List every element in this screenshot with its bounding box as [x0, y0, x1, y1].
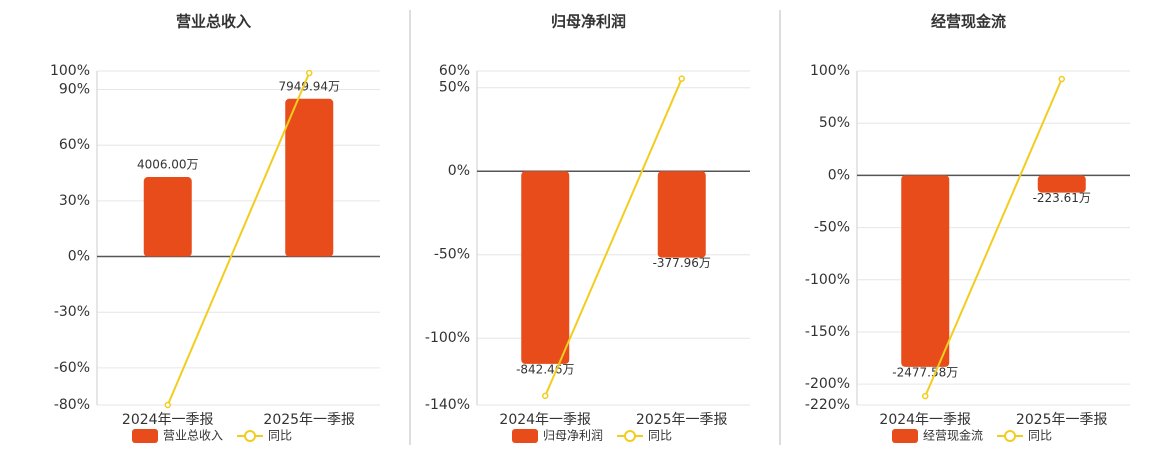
y-tick-label: -100%	[805, 272, 850, 288]
y-tick-label: 60%	[59, 137, 90, 153]
bar	[143, 177, 192, 257]
x-tick-label: 2024年一季报	[122, 412, 214, 428]
value-label: -842.46万	[516, 362, 574, 376]
legend-label: 同比	[268, 429, 292, 443]
value-label: -377.96万	[653, 256, 711, 270]
legend-symbol	[624, 430, 637, 442]
legend-symbol	[512, 429, 538, 443]
line	[544, 78, 683, 397]
y-tick-label: 50%	[819, 115, 850, 131]
bar	[657, 171, 706, 258]
legend-label: 同比	[1028, 429, 1052, 443]
y-tick-label: -140%	[425, 397, 470, 413]
y-tick-label: -30%	[54, 304, 90, 320]
y-tick-label: -220%	[805, 397, 850, 413]
legend-label: 归母净利润	[543, 429, 603, 443]
y-tick-label: 100%	[50, 63, 90, 79]
y-tick-label: -80%	[54, 397, 90, 413]
bar	[1037, 175, 1086, 193]
line-point	[1058, 75, 1065, 83]
legend-label: 经营现金流	[923, 428, 983, 443]
x-tick-label: 2025年一季报	[263, 412, 355, 428]
legend-symbol	[1004, 430, 1017, 442]
y-tick-label: 50%	[439, 80, 470, 96]
line-point	[542, 392, 549, 400]
y-tick-label: 0%	[68, 249, 90, 265]
bar	[901, 175, 950, 367]
x-tick-label: 2025年一季报	[636, 412, 728, 428]
chart-title: 经营现金流	[931, 13, 1006, 31]
legend-symbol	[892, 429, 918, 443]
legend-label: 同比	[648, 429, 672, 443]
value-label: -223.61万	[1033, 191, 1091, 205]
legend-label: 营业总收入	[163, 429, 223, 443]
value-label: 7949.94万	[278, 79, 340, 93]
legend-symbol	[244, 430, 257, 442]
line-point	[922, 392, 929, 400]
y-tick-label: -100%	[425, 330, 470, 346]
chart-title: 归母净利润	[551, 13, 626, 31]
line-point	[678, 75, 685, 82]
bar	[521, 171, 570, 364]
x-tick-label: 2025年一季报	[1016, 412, 1108, 428]
y-tick-label: -50%	[814, 220, 850, 236]
y-tick-label: 100%	[810, 63, 850, 79]
x-tick-label: 2024年一季报	[499, 412, 591, 428]
value-label: -2477.58万	[892, 365, 958, 379]
y-tick-label: 0%	[448, 163, 470, 179]
y-tick-label: 60%	[439, 63, 470, 79]
line-point	[306, 69, 313, 77]
chart-title: 营业总收入	[176, 13, 251, 31]
y-tick-label: 90%	[59, 82, 90, 98]
bar	[285, 98, 334, 257]
line-point	[164, 401, 171, 409]
y-tick-label: -150%	[805, 324, 850, 340]
y-tick-label: -200%	[805, 376, 850, 392]
legend-symbol	[132, 429, 158, 443]
y-tick-label: 0%	[828, 167, 850, 183]
y-tick-label: -60%	[54, 360, 90, 376]
y-tick-label: -50%	[434, 247, 470, 263]
line	[166, 72, 311, 406]
line	[924, 78, 1063, 397]
y-tick-label: 30%	[59, 193, 90, 209]
x-tick-label: 2024年一季报	[879, 412, 971, 428]
value-label: 4006.00万	[137, 158, 199, 172]
